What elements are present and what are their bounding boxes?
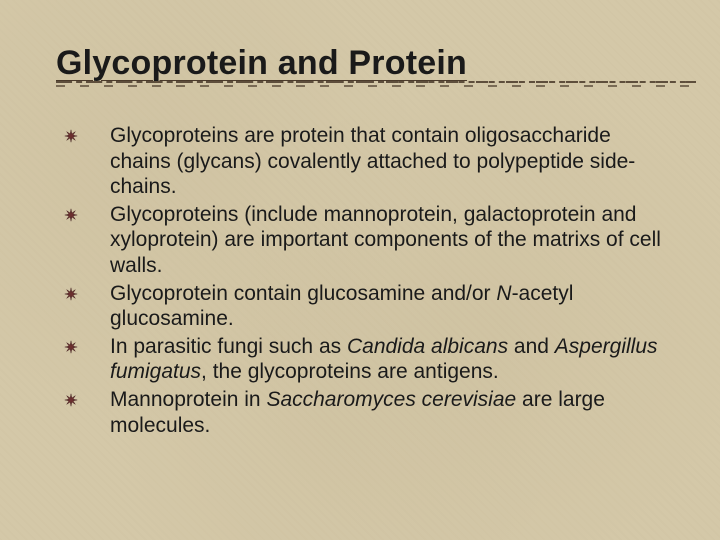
bullet-text: Mannoprotein in Saccharomyces cerevisiae… <box>110 388 605 437</box>
bullet-text: Glycoproteins (include mannoprotein, gal… <box>110 203 661 277</box>
bullet-item: Mannoprotein in Saccharomyces cerevisiae… <box>56 387 668 438</box>
starburst-icon <box>64 340 78 354</box>
starburst-icon <box>64 129 78 143</box>
bullet-item: Glycoprotein contain glucosamine and/or … <box>56 281 668 332</box>
bullet-item: Glycoproteins are protein that contain o… <box>56 123 668 200</box>
bullet-item: In parasitic fungi such as Candida albic… <box>56 334 668 385</box>
bullet-text: Glycoproteins are protein that contain o… <box>110 124 635 198</box>
bullet-text: In parasitic fungi such as Candida albic… <box>110 335 658 384</box>
bullet-item: Glycoproteins (include mannoprotein, gal… <box>56 202 668 279</box>
bullet-list: Glycoproteins are protein that contain o… <box>56 123 668 438</box>
starburst-icon <box>64 393 78 407</box>
starburst-icon <box>64 287 78 301</box>
slide-title: Glycoprotein and Protein <box>56 44 668 83</box>
slide-container: Glycoprotein and Protein Glycoproteins a… <box>0 0 720 540</box>
title-dash-underline <box>56 91 668 105</box>
starburst-icon <box>64 208 78 222</box>
bullet-text: Glycoprotein contain glucosamine and/or … <box>110 282 573 331</box>
